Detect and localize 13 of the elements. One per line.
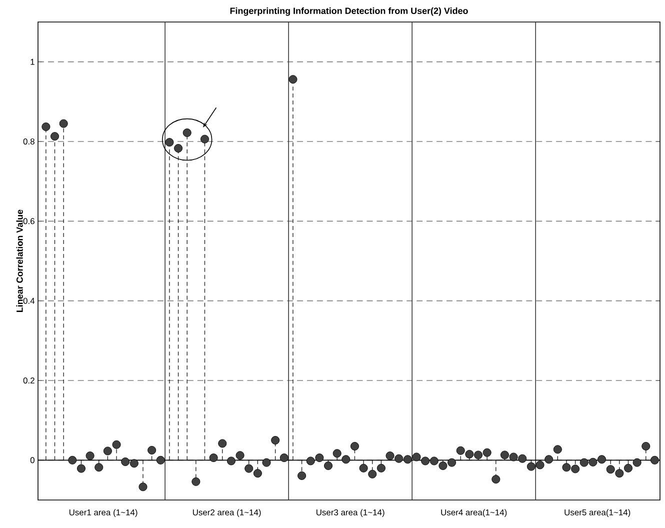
text: User5 area(1~14) [564,509,630,518]
y-tick-label: 1 [30,58,34,65]
y-axis-title: Linear Correlation Value [16,210,23,312]
text: User2 area (1~14) [192,509,261,518]
y-tick-label: 0.8 [23,138,34,144]
chart-title: Fingerprinting Information Detection from User(2) Video [230,7,468,16]
y-tick-label: 0.2 [23,378,34,384]
text: User4 area(1~14) [441,509,507,518]
y-tick-label: 0.6 [23,218,34,224]
y-tick-label: 0.4 [23,298,35,304]
y-tick-label: 0 [30,457,34,464]
text: User1 area (1~14) [69,509,138,518]
text: User3 area (1~14) [316,509,384,518]
